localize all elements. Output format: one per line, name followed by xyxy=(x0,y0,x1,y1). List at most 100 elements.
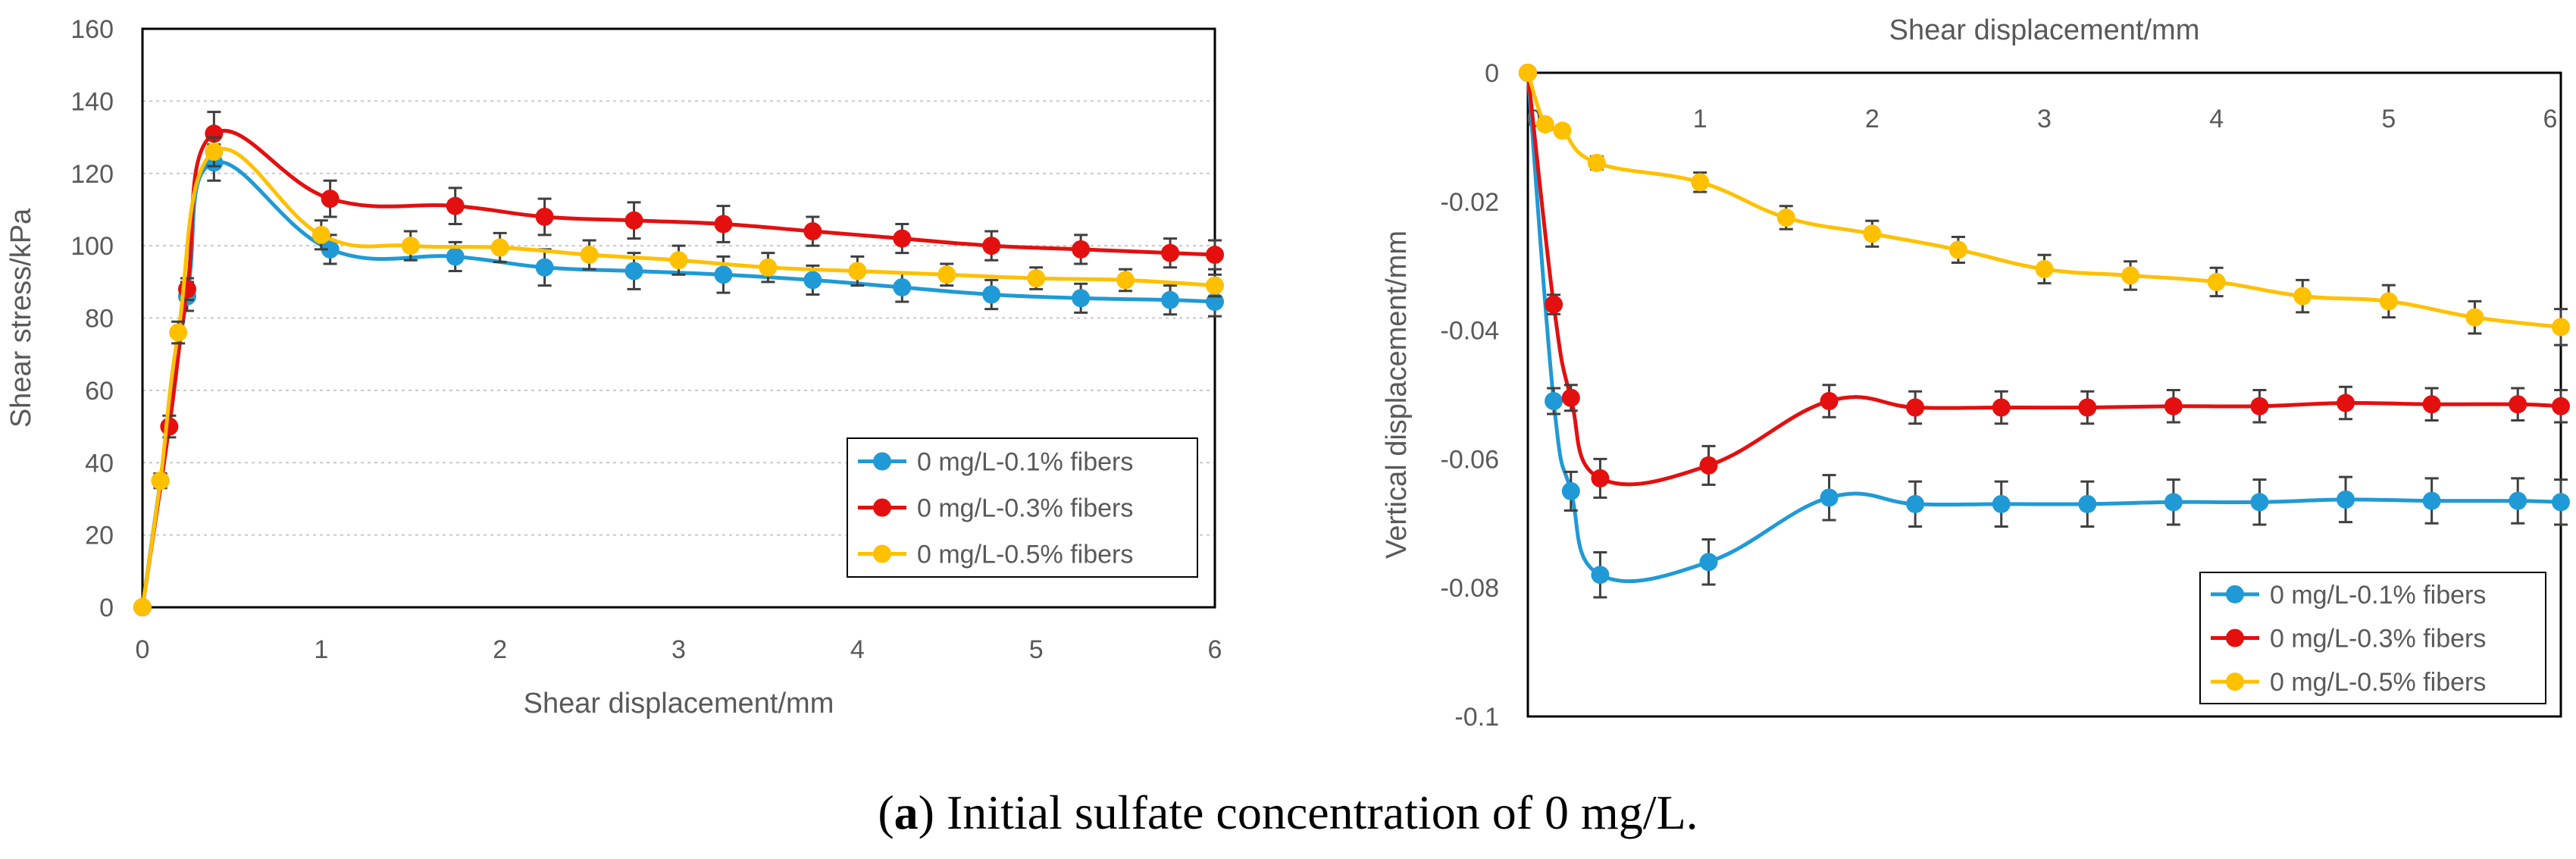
data-point xyxy=(2509,395,2527,414)
data-point xyxy=(1561,388,1580,407)
data-point xyxy=(2207,272,2226,291)
data-point xyxy=(160,417,179,436)
data-point xyxy=(2465,308,2484,327)
legend-marker xyxy=(873,498,891,517)
x-tick-label: 1 xyxy=(1693,105,1707,133)
data-point xyxy=(937,265,956,284)
data-point xyxy=(1561,481,1580,500)
data-point xyxy=(2422,491,2441,510)
data-point xyxy=(1699,553,1718,572)
y-tick-label: 60 xyxy=(85,377,114,406)
y-axis-title: Vertical displacement/mm xyxy=(1381,230,1413,559)
y-tick-label: 80 xyxy=(85,305,114,334)
data-point xyxy=(2250,493,2269,512)
legend-label: 0 mg/L-0.5% fibers xyxy=(917,541,1133,569)
data-point xyxy=(2121,266,2140,285)
data-point xyxy=(2164,397,2183,415)
data-point xyxy=(535,207,554,226)
x-tick-label: 2 xyxy=(493,635,507,664)
series-1 xyxy=(1519,64,2570,599)
data-point xyxy=(1820,488,1839,507)
data-point xyxy=(982,237,1001,256)
legend: 0 mg/L-0.1% fibers 0 mg/L-0.3% fibers 0 mg… xyxy=(2199,572,2546,704)
data-point xyxy=(1545,391,1563,410)
data-point xyxy=(311,225,330,244)
data-point xyxy=(893,277,912,296)
data-point xyxy=(2164,493,2183,512)
legend-marker xyxy=(2226,629,2244,647)
caption-label: a xyxy=(894,785,919,839)
data-point xyxy=(1519,64,1537,82)
data-point xyxy=(1591,469,1610,487)
series-line xyxy=(1526,72,2562,584)
data-point xyxy=(1948,240,1967,259)
x-tick-label: 5 xyxy=(2381,105,2396,133)
legend: 0 mg/L-0.1% fibers 0 mg/L-0.3% fibers 0 mg… xyxy=(847,437,1198,578)
data-point xyxy=(2379,292,2398,311)
data-point xyxy=(580,246,599,265)
data-point xyxy=(1072,240,1091,259)
data-point xyxy=(2078,398,2097,417)
y-tick-label: -0.08 xyxy=(1441,574,1500,603)
y-tick-label: 20 xyxy=(85,522,114,550)
x-tick-label: 3 xyxy=(2037,105,2052,133)
data-point xyxy=(1906,494,1925,513)
legend-marker xyxy=(873,452,891,471)
series-3 xyxy=(1519,64,2570,346)
x-tick-label: 6 xyxy=(1208,635,1222,664)
data-point xyxy=(759,258,778,277)
legend-label: 0 mg/L-0.3% fibers xyxy=(2270,625,2486,654)
x-tick-label: 4 xyxy=(850,635,865,664)
data-point xyxy=(2552,397,2570,415)
data-point xyxy=(446,196,465,215)
x-tick-label: 5 xyxy=(1029,635,1044,664)
data-point xyxy=(535,258,554,277)
data-point xyxy=(2337,393,2355,412)
y-tick-label: 140 xyxy=(70,87,114,116)
data-point xyxy=(1161,290,1180,309)
data-point xyxy=(2078,494,2097,513)
data-point xyxy=(321,190,340,208)
data-point xyxy=(1992,398,2011,417)
series-line xyxy=(1526,72,2562,329)
data-point xyxy=(2250,397,2269,415)
data-point xyxy=(133,598,152,616)
legend-marker xyxy=(2226,585,2244,603)
data-point xyxy=(1906,398,1925,417)
data-point xyxy=(177,280,196,299)
x-tick-label: 0 xyxy=(136,635,150,664)
data-point xyxy=(2337,490,2355,509)
y-tick-label: -0.04 xyxy=(1441,317,1500,346)
y-tick-label: -0.02 xyxy=(1441,188,1500,217)
data-point xyxy=(2293,287,2312,306)
data-point xyxy=(151,472,170,491)
legend-label: 0 mg/L-0.5% fibers xyxy=(2270,668,2486,697)
data-point xyxy=(848,262,867,281)
chart-shear-stress: 0 20 40 60 80 100 120 140 160 0 1 2 3 4 5 6 Shear displa… xyxy=(5,15,1224,719)
legend-label: 0 mg/L-0.3% fibers xyxy=(917,494,1133,523)
data-point xyxy=(803,271,822,290)
data-point xyxy=(1535,114,1554,133)
y-tick-label: 0 xyxy=(99,594,114,622)
legend-marker xyxy=(2226,672,2244,691)
y-tick-label: -0.1 xyxy=(1454,703,1499,732)
data-point xyxy=(205,143,224,161)
x-tick-label: 4 xyxy=(2209,105,2224,133)
y-tick-label: -0.06 xyxy=(1441,445,1500,474)
x-tick-label: 1 xyxy=(314,635,328,664)
legend-label: 0 mg/L-0.1% fibers xyxy=(917,448,1133,477)
data-point xyxy=(1591,566,1610,585)
plot-frame xyxy=(141,27,1216,609)
data-point xyxy=(1072,289,1091,308)
data-point xyxy=(321,240,340,259)
figure-caption: (a) Initial sulfate concentration of 0 m… xyxy=(878,785,1698,839)
series-2 xyxy=(1519,64,2570,499)
data-point xyxy=(1161,243,1180,262)
data-point xyxy=(2422,395,2441,414)
data-point xyxy=(446,247,465,266)
data-point xyxy=(1699,456,1718,475)
data-point xyxy=(982,285,1001,304)
x-tick-label: 2 xyxy=(1865,105,1880,133)
